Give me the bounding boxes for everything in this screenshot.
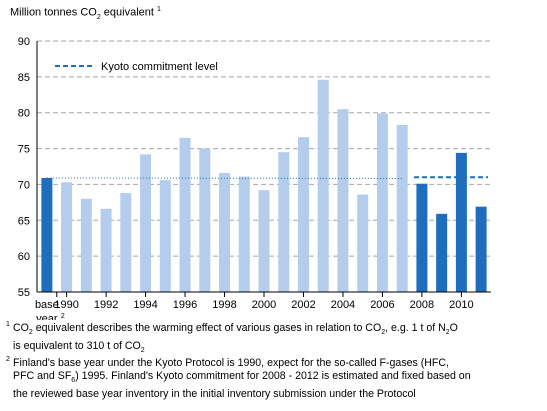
footnotes: 1 CO2 equivalent describes the warming e… [6,321,544,400]
footnote-1: 1 CO2 equivalent describes the warming e… [6,321,544,358]
x-tick-label: 2010 [449,299,473,311]
bar [179,137,191,292]
x-tick-label: 2008 [410,299,434,311]
bar [199,148,211,292]
unit-label-sup: 1 [157,6,161,13]
bar [159,180,171,292]
x-tick-label: 1992 [94,299,118,311]
footnote-2-line-3: the reviewed base year inventory in the … [13,387,416,400]
fn2-line2-sub: 6 [71,377,76,385]
x-tick-label-footnote-mark: 2 [61,313,65,320]
bar [396,124,408,292]
fn1-sub-a: 2 [28,329,33,337]
bar [475,206,487,292]
x-tick-label: 1998 [212,299,236,311]
base-year-reference-dotted-line [46,177,403,179]
footnote-2: 2 Finland's base year under the Kyoto Pr… [6,356,544,400]
y-tick-label: 55 [18,287,30,299]
footnote-2-mark: 2 [6,356,10,364]
footnote-1-mark: 1 [6,321,10,328]
footnote-1-line-2: is equivalent to 310 t of CO2 [13,340,544,358]
unit-label-sub: 2 [96,13,101,21]
bar [357,194,369,292]
bar [238,176,250,292]
bar [120,193,132,292]
bar [317,79,329,293]
footnote-2-line-1: Finland's base year under the Kyoto Prot… [13,357,449,370]
bar [80,198,92,292]
fn1-sub-c: 2 [445,329,450,337]
fn1-text-b: equivalent describes the warming effect … [32,322,382,334]
emissions-bar-chart: 55 60 65 70 75 80 85 90 1990 1992 1994 1996 1998 2000… [18,36,491,320]
x-tick-label: 2002 [291,299,315,311]
bar [376,113,388,292]
x-tick-label: 1990 [54,299,78,311]
fn1-text-c: , e.g. 1 t of N [385,322,446,334]
fn1-line2-sub: 2 [140,346,145,354]
y-tick-label: 90 [18,36,30,48]
bar [337,109,349,292]
bar [100,208,112,292]
y-tick-label: 60 [18,251,30,263]
legend-label: Kyoto commitment level [101,61,218,73]
fn2-line2-text-a: PFC and SF [13,370,72,382]
unit-label-text: Million tonnes CO [10,6,97,19]
bar [278,152,290,292]
unit-label-text-after: equivalent [100,6,154,19]
x-tick-label: 2000 [252,299,276,311]
y-tick-label: 80 [18,108,30,120]
y-axis-unit-label: Million tonnes CO2 equivalent 1 [10,6,161,21]
bar [41,177,53,292]
x-tick-label-year: year [36,313,58,320]
x-tick-label-base: base [35,299,59,311]
y-tick-label: 75 [18,144,30,156]
bar [455,152,467,292]
bar [61,182,73,292]
x-tick-label: 1996 [173,299,197,311]
bar [297,137,309,292]
fn1-text-d: O [449,322,458,334]
fn1-line2-text: is equivalent to 310 t of CO [13,339,141,352]
bar [436,213,448,292]
x-tick-label: 2006 [370,299,394,311]
y-tick-label: 70 [18,179,30,191]
footnote-2-line-2: PFC and SF6) 1995. Finland's Kyoto commi… [13,370,544,388]
y-tick-label: 65 [18,215,30,227]
bar [140,154,152,292]
fn1-sub-b: 2 [381,329,386,337]
bar [416,183,428,292]
y-tick-label: 85 [18,72,30,84]
footnote-1-line-1: CO2 equivalent describes the warming eff… [13,322,544,340]
x-tick-label: 2004 [331,299,355,311]
x-tick-label: 1994 [133,299,157,311]
bar [219,172,231,292]
bar [258,190,270,292]
fn2-line2-text-b: ) 1995. Finland's Kyoto commitment for 2… [75,370,471,382]
fn1-text-a: CO [13,322,29,334]
